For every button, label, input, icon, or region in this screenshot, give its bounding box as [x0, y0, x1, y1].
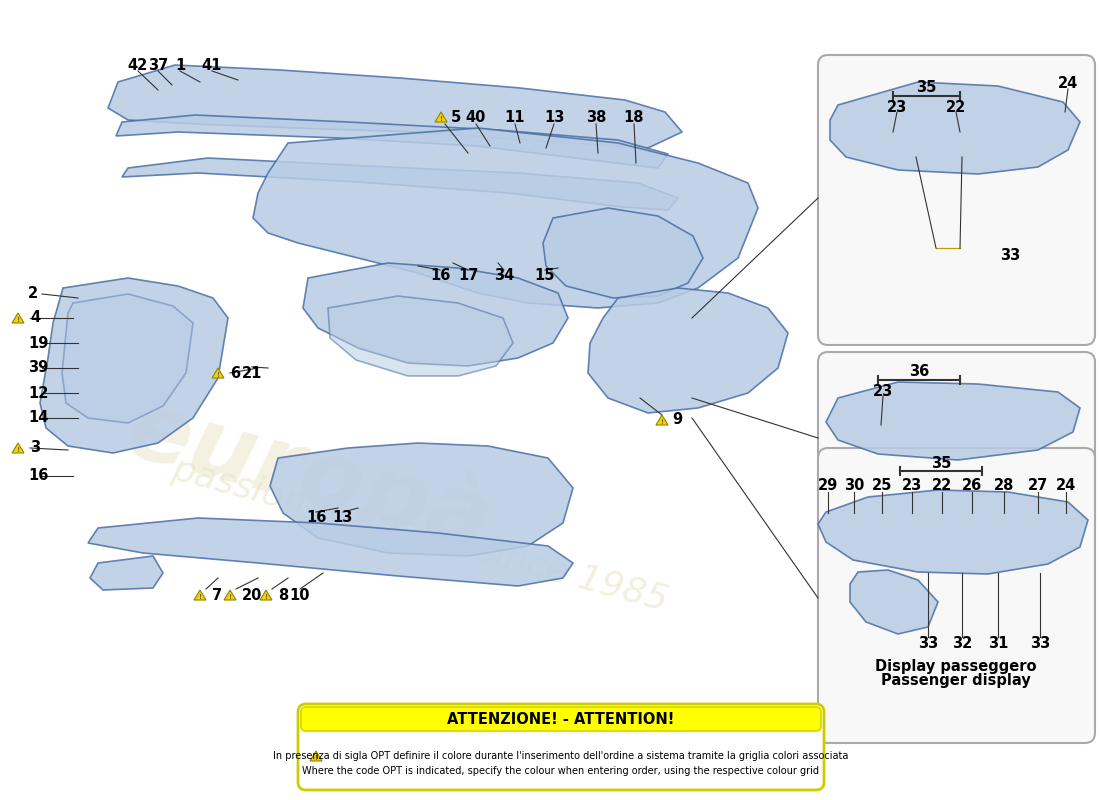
- Text: 2: 2: [28, 286, 38, 302]
- Text: 12: 12: [28, 386, 48, 401]
- Text: 23: 23: [887, 99, 907, 114]
- Polygon shape: [260, 590, 272, 600]
- Text: 38: 38: [586, 110, 606, 125]
- Text: 28: 28: [993, 478, 1014, 494]
- Text: 23: 23: [873, 383, 893, 398]
- Text: 10: 10: [289, 587, 310, 602]
- Text: 8: 8: [278, 587, 288, 602]
- Text: !: !: [16, 447, 20, 453]
- Text: 1: 1: [175, 58, 185, 73]
- Text: 4: 4: [30, 310, 40, 326]
- Text: 20: 20: [242, 587, 263, 602]
- Polygon shape: [122, 158, 678, 210]
- Text: In presenza di sigla OPT definire il colore durante l'inserimento dell'ordine a : In presenza di sigla OPT definire il col…: [273, 751, 849, 761]
- Polygon shape: [588, 288, 788, 413]
- Text: 33: 33: [917, 635, 938, 650]
- Polygon shape: [253, 128, 758, 308]
- Polygon shape: [656, 415, 668, 425]
- Text: 39: 39: [28, 361, 48, 375]
- FancyBboxPatch shape: [298, 704, 824, 790]
- Text: 42: 42: [128, 58, 148, 73]
- Text: 27: 27: [1027, 478, 1048, 494]
- Polygon shape: [194, 590, 206, 600]
- Text: !: !: [440, 116, 442, 122]
- Text: 29: 29: [818, 478, 838, 494]
- Text: Passenger display: Passenger display: [881, 673, 1031, 687]
- Text: 30: 30: [844, 478, 865, 494]
- Text: 22: 22: [932, 478, 953, 494]
- FancyBboxPatch shape: [818, 352, 1094, 537]
- Text: 17: 17: [458, 269, 478, 283]
- Text: 41: 41: [201, 58, 222, 73]
- Text: 35: 35: [931, 455, 952, 470]
- Polygon shape: [270, 443, 573, 556]
- Polygon shape: [818, 490, 1088, 574]
- Text: !: !: [315, 755, 318, 761]
- Text: 34: 34: [494, 269, 514, 283]
- Text: 19: 19: [28, 335, 48, 350]
- Polygon shape: [12, 313, 24, 323]
- Text: 31: 31: [988, 635, 1009, 650]
- Text: 24: 24: [1056, 478, 1076, 494]
- Text: Where the code OPT is indicated, specify the colour when entering order, using t: Where the code OPT is indicated, specify…: [302, 766, 820, 776]
- Text: !: !: [265, 594, 267, 600]
- FancyBboxPatch shape: [818, 55, 1094, 345]
- Text: !: !: [16, 317, 20, 323]
- Text: 3: 3: [30, 441, 40, 455]
- Polygon shape: [830, 82, 1080, 174]
- Text: 16: 16: [430, 269, 450, 283]
- Text: 21: 21: [242, 366, 262, 381]
- Text: 33: 33: [1030, 635, 1050, 650]
- Text: 25: 25: [872, 478, 892, 494]
- Polygon shape: [62, 294, 192, 423]
- Text: ATTENZIONE! - ATTENTION!: ATTENZIONE! - ATTENTION!: [448, 711, 674, 726]
- Text: 40: 40: [465, 110, 486, 125]
- Polygon shape: [90, 556, 163, 590]
- Text: 7: 7: [212, 587, 222, 602]
- Polygon shape: [88, 518, 573, 586]
- Text: 33: 33: [1000, 247, 1020, 262]
- Text: 13: 13: [543, 110, 564, 125]
- Polygon shape: [108, 65, 682, 148]
- Text: passion for parts since 1985: passion for parts since 1985: [168, 452, 672, 618]
- FancyBboxPatch shape: [301, 707, 821, 731]
- Text: europà: europà: [117, 380, 503, 570]
- Polygon shape: [212, 368, 224, 378]
- Polygon shape: [224, 590, 236, 600]
- Polygon shape: [310, 751, 322, 761]
- Text: 18: 18: [624, 110, 645, 125]
- Polygon shape: [850, 570, 938, 634]
- Text: 23: 23: [902, 478, 922, 494]
- Text: !: !: [229, 594, 231, 600]
- Polygon shape: [116, 115, 668, 168]
- Text: 16: 16: [28, 469, 48, 483]
- Text: 6: 6: [230, 366, 240, 381]
- Text: 24: 24: [1058, 75, 1078, 90]
- Text: 26: 26: [961, 478, 982, 494]
- Text: 36: 36: [909, 365, 929, 379]
- Text: 15: 15: [535, 269, 556, 283]
- Polygon shape: [434, 112, 447, 122]
- Polygon shape: [328, 296, 513, 376]
- Text: Display passeggero: Display passeggero: [876, 658, 1036, 674]
- Text: 35: 35: [916, 81, 937, 95]
- Text: !: !: [661, 419, 663, 425]
- Text: 11: 11: [505, 110, 526, 125]
- Text: 37: 37: [147, 58, 168, 73]
- Text: 22: 22: [946, 99, 966, 114]
- Polygon shape: [543, 208, 703, 298]
- Text: 13: 13: [333, 510, 353, 526]
- Text: 5: 5: [451, 110, 461, 125]
- Polygon shape: [40, 278, 228, 453]
- Text: 32: 32: [952, 635, 972, 650]
- Polygon shape: [302, 263, 568, 366]
- Text: !: !: [199, 594, 201, 600]
- Text: !: !: [217, 372, 219, 378]
- Polygon shape: [12, 443, 24, 453]
- Text: 9: 9: [672, 413, 682, 427]
- Polygon shape: [826, 382, 1080, 460]
- FancyBboxPatch shape: [818, 448, 1094, 743]
- Text: 14: 14: [28, 410, 48, 426]
- Text: 16: 16: [306, 510, 327, 526]
